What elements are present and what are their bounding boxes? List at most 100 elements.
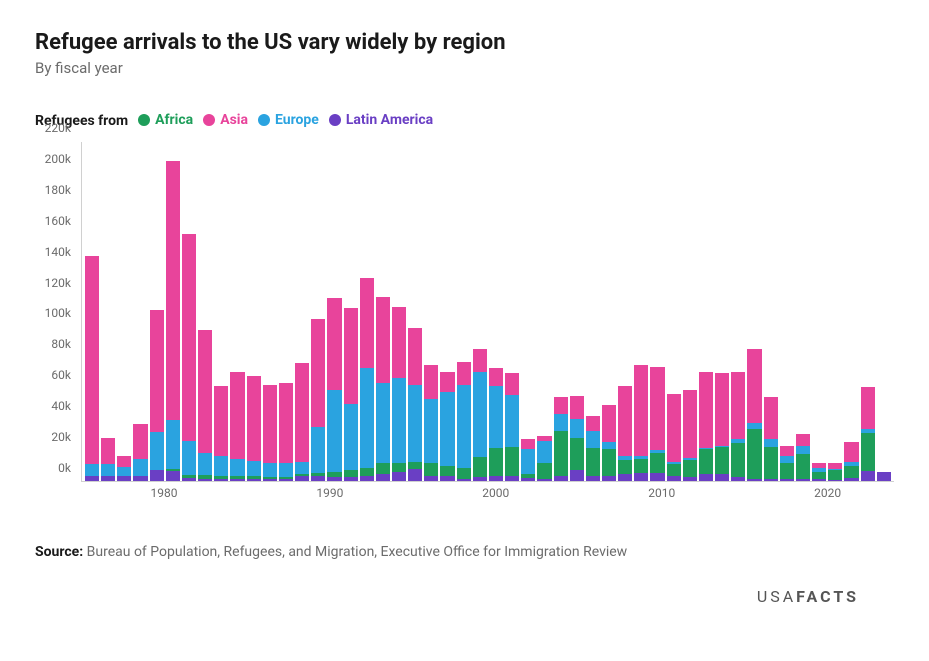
seg-europe [473,372,487,457]
bar-1990 [327,142,341,481]
y-tick: 20k [51,430,71,444]
seg-asia [424,365,438,399]
seg-europe [521,449,535,474]
y-tick: 0k [58,461,71,475]
seg-europe [424,399,438,464]
legend-item-latin: Latin America [329,112,433,128]
bar-2009 [634,142,648,481]
seg-asia [101,438,115,464]
seg-latin [360,476,374,481]
legend-item-europe: Europe [258,112,319,128]
seg-asia [683,390,697,458]
seg-europe [198,453,212,475]
seg-latin [699,474,713,481]
seg-latin [634,473,648,481]
bar-1997 [440,142,454,481]
bar-1998 [457,142,471,481]
seg-africa [764,447,778,479]
bar-2001 [505,142,519,481]
legend-label-africa: Africa [155,112,193,128]
seg-europe [247,461,261,476]
seg-asia [247,376,261,461]
seg-asia [360,278,374,367]
seg-latin [263,479,277,481]
source-line: Source: Bureau of Population, Refugees, … [35,542,715,563]
seg-latin [521,478,535,481]
bar-1979 [150,142,164,481]
bar-1975 [85,142,99,481]
y-tick: 40k [51,399,71,413]
seg-africa [683,460,697,477]
seg-europe [150,432,164,471]
seg-asia [618,386,632,455]
seg-latin [457,479,471,481]
seg-europe [182,441,196,475]
seg-africa [828,470,842,480]
seg-africa [796,454,810,479]
bar-1978 [133,142,147,481]
seg-asia [489,368,503,386]
bar-2022 [844,142,858,481]
seg-europe [85,464,99,476]
seg-africa [344,470,358,477]
seg-europe [295,462,309,474]
seg-latin [602,476,616,481]
seg-asia [311,319,325,427]
seg-asia [327,298,341,390]
bar-1983 [214,142,228,481]
seg-latin [796,479,810,481]
seg-africa [457,468,471,479]
seg-europe [796,446,810,454]
seg-latin [731,477,745,481]
y-tick: 100k [45,306,71,320]
bar-1994 [392,142,406,481]
seg-africa [586,448,600,476]
seg-asia [715,373,729,445]
seg-latin [295,476,309,481]
seg-europe [489,386,503,448]
seg-africa [731,443,745,478]
chart-subtitle: By fiscal year [35,59,894,77]
bar-2015 [731,142,745,481]
chart-area: 0k20k40k60k80k100k120k140k160k180k200k22… [35,142,894,502]
seg-latin [747,479,761,481]
bar-1986 [263,142,277,481]
seg-asia [166,161,180,420]
seg-asia [554,397,568,414]
seg-asia [376,297,390,383]
seg-africa [699,449,713,474]
y-tick: 60k [51,368,71,382]
seg-africa [360,468,374,476]
brand-logo: USAFACTS [757,587,859,606]
seg-latin [715,474,729,481]
bar-2003 [537,142,551,481]
seg-europe [311,427,325,473]
seg-europe [117,467,131,476]
bar-1991 [344,142,358,481]
seg-asia [150,310,164,432]
seg-europe [457,385,471,468]
bar-2006 [586,142,600,481]
seg-africa [570,438,584,470]
seg-asia [796,434,810,446]
seg-europe [408,385,422,462]
y-tick: 160k [45,214,71,228]
seg-asia [344,308,358,404]
bar-1982 [198,142,212,481]
legend: Refugees from AfricaAsiaEuropeLatin Amer… [35,112,894,130]
seg-europe [505,395,519,447]
seg-africa [812,472,826,480]
seg-africa [602,449,616,476]
seg-latin [327,477,341,481]
seg-latin [311,476,325,481]
seg-latin [618,474,632,481]
seg-latin [844,478,858,481]
bar-2005 [570,142,584,481]
bar-2004 [554,142,568,481]
seg-africa [715,447,729,474]
seg-latin [214,479,228,481]
legend-label-latin: Latin America [346,112,433,128]
seg-europe [764,439,778,447]
source-label: Source: [35,544,83,560]
bar-1980 [166,142,180,481]
